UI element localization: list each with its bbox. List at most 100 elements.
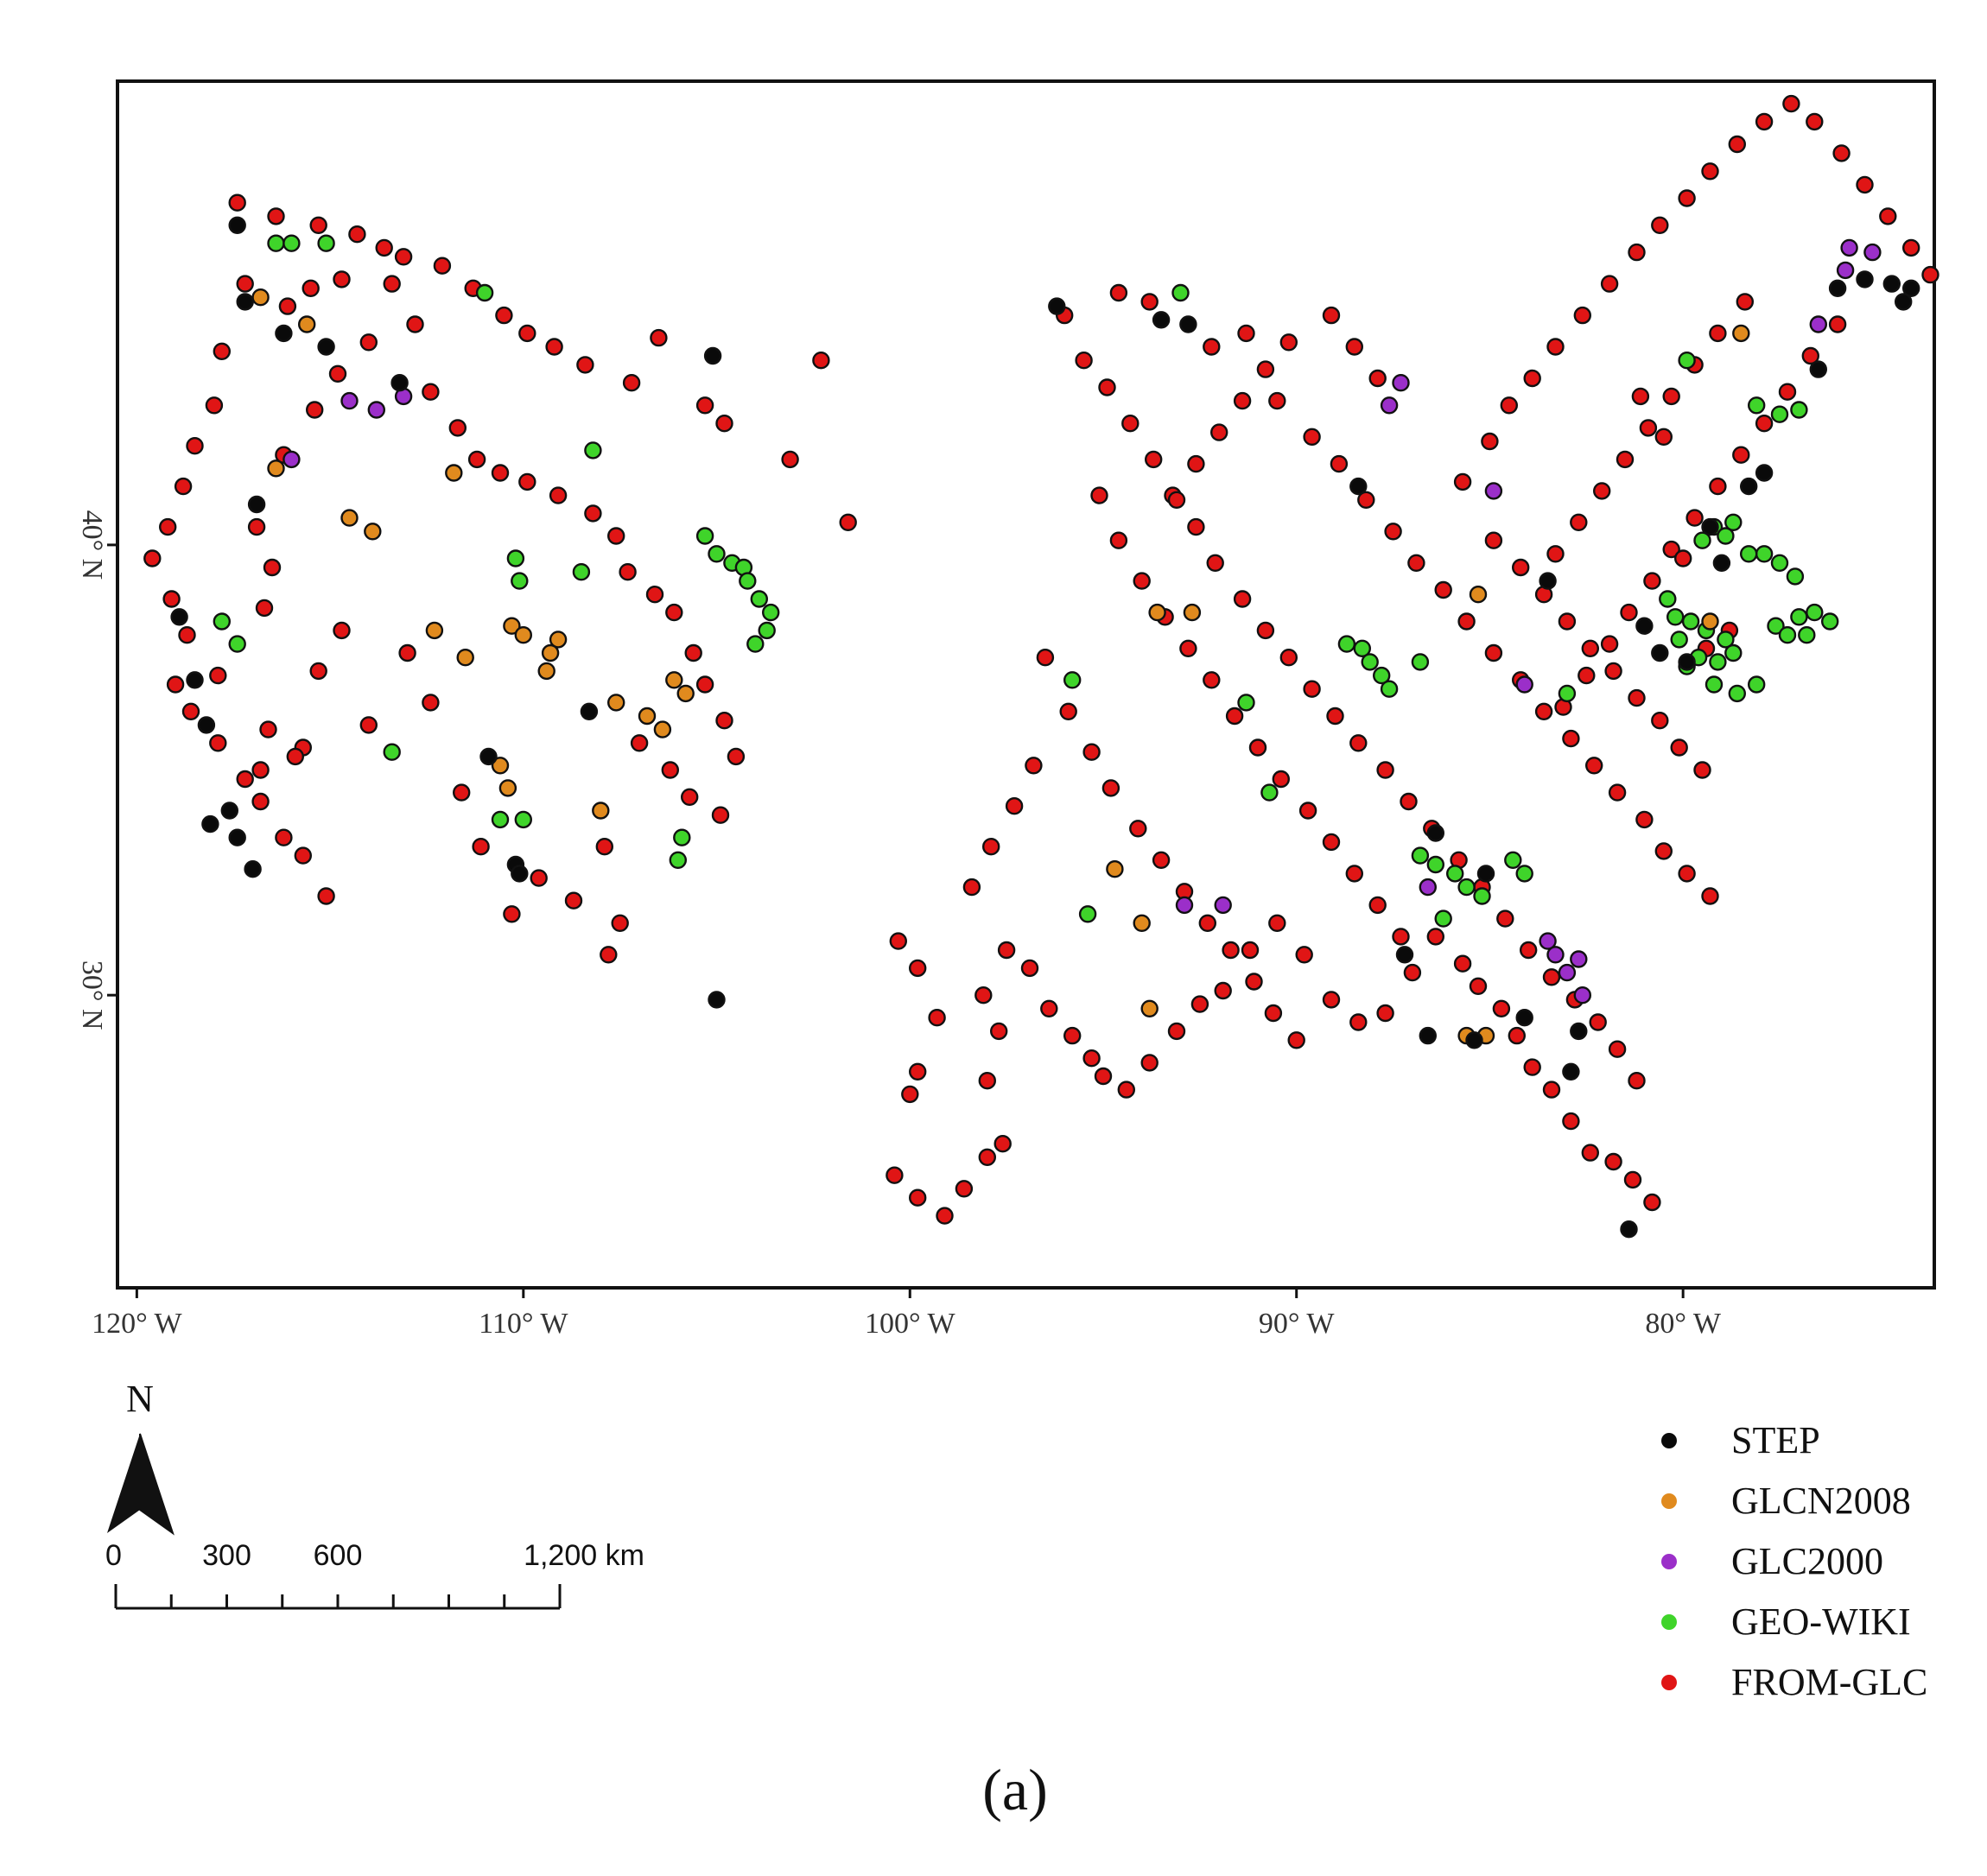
sample-point — [1098, 378, 1116, 396]
sample-point — [1395, 946, 1414, 964]
sample-point — [1457, 612, 1476, 631]
sample-point — [467, 450, 486, 469]
sample-point — [1828, 315, 1847, 333]
sample-point — [1268, 391, 1286, 410]
sample-point — [1515, 865, 1533, 883]
sample-point — [1882, 275, 1901, 293]
sample-point — [1894, 293, 1913, 311]
sample-point — [1376, 1004, 1394, 1023]
sample-point — [619, 563, 637, 581]
sample-point — [1392, 928, 1410, 946]
sample-point — [537, 662, 555, 681]
sample-point — [1380, 680, 1399, 698]
sample-point — [1790, 401, 1808, 419]
sample-point — [1604, 662, 1622, 681]
sample-point — [475, 283, 494, 302]
sample-point — [1562, 1062, 1580, 1081]
sample-point — [1581, 1144, 1600, 1162]
sample-point — [1040, 999, 1058, 1018]
sample-point — [1349, 477, 1368, 496]
x-axis: 120° W 110° W 100° W 90° W 80° W — [92, 1288, 1722, 1340]
sample-point — [181, 702, 200, 720]
sample-point — [1820, 612, 1839, 631]
x-tick-label: 120° W — [92, 1308, 182, 1340]
sample-point — [622, 374, 641, 392]
sample-point — [1473, 887, 1491, 905]
sample-point — [673, 828, 691, 846]
sample-point — [1106, 860, 1124, 878]
sample-point — [746, 635, 765, 653]
sample-point — [1701, 517, 1719, 536]
sample-point — [1620, 1220, 1638, 1239]
sample-point — [514, 810, 532, 829]
sample-point — [592, 802, 610, 820]
sample-point — [1712, 554, 1731, 572]
x-tick-label: 90° W — [1259, 1308, 1335, 1340]
sample-point — [1659, 590, 1677, 608]
sample-point — [1167, 1022, 1186, 1041]
sample-point — [1801, 346, 1820, 365]
sample-point — [955, 1180, 974, 1198]
sample-point — [348, 225, 366, 244]
sample-point — [839, 513, 857, 531]
sample-point — [251, 761, 270, 779]
legend-label: GLC2000 — [1731, 1540, 1883, 1582]
sample-point — [1798, 626, 1816, 644]
sample-point — [201, 814, 219, 833]
sample-point — [1778, 626, 1797, 644]
sample-point — [1747, 396, 1766, 415]
sample-point — [695, 396, 714, 415]
sample-point — [1411, 846, 1430, 865]
sample-point — [1717, 527, 1735, 545]
sample-point — [228, 635, 246, 653]
sample-point — [1059, 702, 1077, 720]
sample-point — [1724, 643, 1743, 662]
sample-point — [491, 810, 510, 829]
sample-point — [1732, 446, 1750, 464]
sample-point — [1651, 643, 1669, 662]
sample-point — [974, 986, 993, 1005]
sample-point — [1411, 653, 1430, 671]
sample-point — [1272, 770, 1291, 789]
sample-point — [1426, 855, 1445, 874]
sample-point — [908, 959, 927, 978]
sample-point — [422, 694, 440, 712]
sample-point — [275, 828, 293, 846]
sample-point — [1504, 851, 1522, 869]
sample-point — [607, 527, 625, 545]
sample-point — [1631, 387, 1650, 406]
sample-point — [453, 783, 471, 802]
sample-point — [1542, 968, 1561, 986]
sample-point — [1728, 684, 1747, 703]
sample-point — [981, 838, 1000, 856]
sample-point — [1268, 914, 1286, 933]
sample-point — [812, 352, 830, 370]
sample-point — [1426, 824, 1445, 842]
sample-point — [1673, 549, 1692, 567]
sample-point — [1739, 545, 1758, 563]
sample-point — [302, 279, 320, 297]
legend-label: GEO-WIKI — [1731, 1600, 1911, 1643]
sample-point — [1770, 554, 1789, 572]
sample-point — [650, 328, 668, 347]
sample-point — [1678, 653, 1696, 671]
sample-point — [1372, 666, 1391, 685]
sample-point — [1635, 617, 1654, 635]
sample-point — [1048, 297, 1066, 315]
sample-point — [298, 315, 316, 333]
sample-point — [228, 828, 246, 846]
sample-point — [530, 869, 548, 887]
sample-point — [1558, 963, 1577, 982]
sample-point — [1681, 612, 1700, 631]
sample-point — [205, 396, 224, 415]
sample-point — [1345, 338, 1364, 356]
sample-point — [989, 1022, 1008, 1041]
sample-point — [1129, 820, 1147, 838]
sample-point — [498, 779, 517, 797]
sample-point — [1836, 261, 1855, 280]
sample-point — [1584, 757, 1603, 775]
sample-point — [1562, 1112, 1580, 1131]
sample-point — [762, 603, 780, 622]
sample-point — [1349, 734, 1368, 752]
sample-point — [665, 603, 683, 622]
